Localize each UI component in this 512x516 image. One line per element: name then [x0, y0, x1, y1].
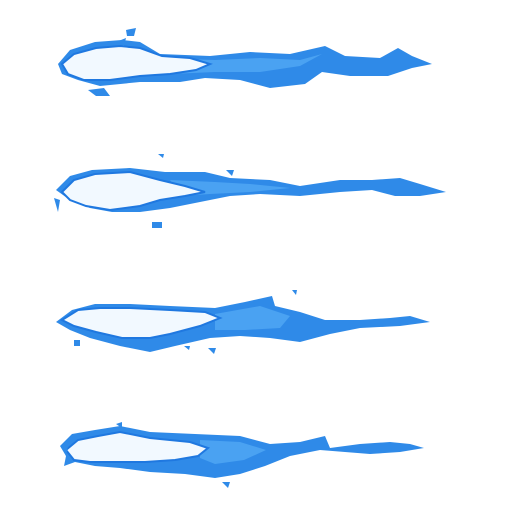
flame-frame-4-highlight — [200, 440, 266, 464]
flame-frame-4-spark-bottom — [222, 482, 230, 488]
flame-frame-2-tail-left — [54, 198, 60, 212]
flame-frame-3-highlight — [215, 306, 290, 330]
flame-frame-3 — [56, 290, 430, 354]
flame-frame-1-spark-top-2 — [116, 38, 126, 46]
flame-frame-3-spark-top — [292, 290, 297, 295]
flame-frame-2-spark-top — [158, 154, 164, 158]
flame-frame-4 — [60, 422, 424, 488]
flame-frame-3-core — [59, 307, 223, 339]
flame-frame-1-spark-top — [126, 28, 136, 36]
flame-frame-2-spark-bottom — [152, 222, 162, 228]
flame-frame-3-spark-bottom — [184, 346, 190, 350]
flame-frame-4-tail-left — [62, 444, 68, 456]
flame-frame-2-spark-right — [226, 170, 234, 176]
flame-frame-1-spark-bottom — [88, 88, 110, 96]
flame-frame-3-spark-bottom-right — [208, 348, 216, 354]
flame-frame-2 — [54, 154, 446, 228]
flame-frame-4-spark-top — [116, 422, 122, 428]
flame-frame-2-core — [60, 170, 206, 212]
flame-frame-4-core — [64, 430, 211, 463]
flame-frame-3-spark-bottom-left — [74, 340, 80, 346]
flame-frame-1 — [58, 28, 432, 96]
flame-frame-1-core — [60, 44, 213, 81]
